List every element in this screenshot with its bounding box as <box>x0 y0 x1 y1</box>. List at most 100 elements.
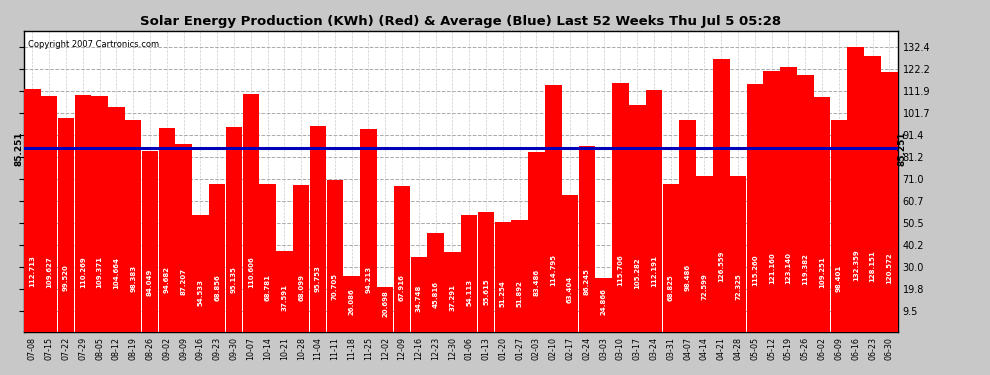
Bar <box>41 96 57 332</box>
Text: 112.191: 112.191 <box>651 255 657 287</box>
Text: 72.325: 72.325 <box>736 273 742 300</box>
Bar <box>595 278 612 332</box>
Text: Copyright 2007 Cartronics.com: Copyright 2007 Cartronics.com <box>29 40 159 49</box>
Text: 87.207: 87.207 <box>180 268 187 295</box>
Text: 68.781: 68.781 <box>264 274 270 301</box>
Bar <box>24 89 41 332</box>
Bar <box>142 151 158 332</box>
Bar <box>445 252 460 332</box>
Text: 98.401: 98.401 <box>836 264 842 291</box>
Bar <box>814 97 831 332</box>
Bar <box>495 222 511 332</box>
Bar <box>57 118 74 332</box>
Bar <box>411 257 427 332</box>
Bar <box>679 120 696 332</box>
Title: Solar Energy Production (KWh) (Red) & Average (Blue) Last 52 Weeks Thu Jul 5 05:: Solar Energy Production (KWh) (Red) & Av… <box>141 15 781 28</box>
Text: 68.856: 68.856 <box>214 274 220 301</box>
Bar <box>847 47 864 332</box>
Bar <box>461 215 477 332</box>
Text: 98.383: 98.383 <box>131 264 137 291</box>
Text: 24.866: 24.866 <box>601 288 607 315</box>
Text: 51.892: 51.892 <box>517 280 523 306</box>
Text: 54.533: 54.533 <box>197 279 203 306</box>
Text: 95.753: 95.753 <box>315 266 321 292</box>
Text: 112.713: 112.713 <box>30 255 36 287</box>
Text: 119.382: 119.382 <box>802 253 808 285</box>
Bar <box>377 287 393 332</box>
Text: 26.086: 26.086 <box>348 288 354 315</box>
Bar <box>713 60 730 332</box>
Text: 37.291: 37.291 <box>449 284 455 311</box>
Text: 120.572: 120.572 <box>886 253 892 284</box>
Bar <box>74 94 91 332</box>
Text: 68.099: 68.099 <box>298 274 304 301</box>
Bar <box>780 67 797 332</box>
Text: 70.705: 70.705 <box>332 273 338 300</box>
Bar <box>158 128 175 332</box>
Text: 121.160: 121.160 <box>768 252 775 284</box>
Text: 37.591: 37.591 <box>281 284 287 311</box>
Bar <box>864 56 881 332</box>
Bar <box>662 184 679 332</box>
Text: 45.816: 45.816 <box>433 282 439 309</box>
Text: 114.795: 114.795 <box>550 254 556 286</box>
Text: 132.359: 132.359 <box>852 249 858 280</box>
Bar <box>645 90 662 332</box>
Bar <box>175 144 192 332</box>
Text: 109.371: 109.371 <box>97 256 103 288</box>
Bar <box>108 106 125 332</box>
Bar <box>209 184 226 332</box>
Bar <box>192 214 209 332</box>
Text: 99.520: 99.520 <box>63 264 69 291</box>
Text: 84.049: 84.049 <box>148 269 153 296</box>
Text: 72.599: 72.599 <box>702 273 708 300</box>
Bar <box>478 212 494 332</box>
Bar <box>529 152 545 332</box>
Bar <box>763 71 780 332</box>
Bar <box>327 180 344 332</box>
Bar <box>310 126 327 332</box>
Bar <box>612 83 629 332</box>
Text: 115.260: 115.260 <box>751 255 758 286</box>
Bar <box>125 120 142 332</box>
Text: 83.486: 83.486 <box>534 269 540 296</box>
Text: 98.486: 98.486 <box>685 264 691 291</box>
Bar <box>629 105 645 332</box>
Text: 110.606: 110.606 <box>248 256 253 288</box>
Text: 105.282: 105.282 <box>635 258 641 289</box>
Bar <box>276 251 293 332</box>
Bar <box>881 72 898 332</box>
Text: 85.251: 85.251 <box>898 131 907 166</box>
Bar <box>344 276 360 332</box>
Bar <box>293 185 310 332</box>
Bar <box>578 146 595 332</box>
Bar <box>226 127 243 332</box>
Bar <box>696 176 713 332</box>
Text: 54.113: 54.113 <box>466 279 472 306</box>
Text: 123.140: 123.140 <box>785 252 791 284</box>
Bar <box>91 96 108 332</box>
Bar <box>831 120 847 332</box>
Bar <box>394 186 410 332</box>
Text: 109.627: 109.627 <box>47 256 52 288</box>
Text: 94.682: 94.682 <box>163 266 170 293</box>
Text: 34.748: 34.748 <box>416 285 422 312</box>
Text: 128.151: 128.151 <box>869 250 875 282</box>
Bar <box>746 84 763 332</box>
Text: 94.213: 94.213 <box>365 266 371 293</box>
Text: 20.698: 20.698 <box>382 290 388 316</box>
Text: 104.664: 104.664 <box>114 258 120 290</box>
Bar <box>243 94 259 332</box>
Text: 85.251: 85.251 <box>15 131 24 166</box>
Text: 110.269: 110.269 <box>80 256 86 288</box>
Text: 68.825: 68.825 <box>668 274 674 301</box>
Bar <box>360 129 376 332</box>
Text: 115.706: 115.706 <box>618 254 624 286</box>
Bar <box>259 184 276 332</box>
Text: 51.254: 51.254 <box>500 280 506 307</box>
Text: 55.615: 55.615 <box>483 279 489 305</box>
Text: 126.559: 126.559 <box>719 251 725 282</box>
Text: 95.135: 95.135 <box>231 266 237 292</box>
Bar <box>545 85 561 332</box>
Text: 109.251: 109.251 <box>819 256 825 288</box>
